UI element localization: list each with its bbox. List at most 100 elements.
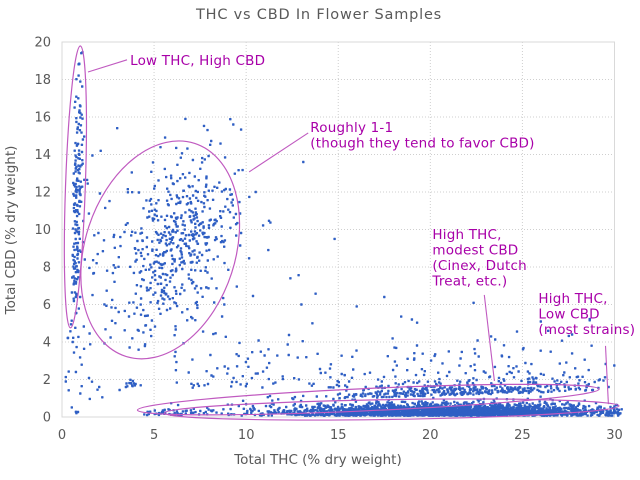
data-point <box>169 174 173 177</box>
data-point <box>473 413 477 416</box>
data-point <box>251 404 255 408</box>
data-point <box>77 233 81 236</box>
data-point <box>78 237 81 240</box>
data-point <box>199 269 202 272</box>
data-point <box>143 257 146 261</box>
data-point <box>604 413 607 416</box>
data-point <box>247 257 251 260</box>
data-point <box>77 307 80 310</box>
data-point <box>376 396 379 399</box>
data-point <box>472 393 475 396</box>
data-point <box>295 407 298 411</box>
data-point <box>222 408 225 411</box>
data-point <box>72 299 76 303</box>
data-point <box>254 190 257 194</box>
data-point <box>456 401 459 405</box>
data-point <box>128 346 131 349</box>
data-point <box>205 370 208 373</box>
data-point <box>151 161 155 164</box>
data-point <box>433 354 436 358</box>
y-tick-label: 8 <box>43 261 51 276</box>
data-point <box>396 406 399 410</box>
data-point <box>313 405 316 409</box>
data-point <box>77 74 80 77</box>
data-point <box>194 319 197 322</box>
data-point <box>494 388 497 391</box>
data-point <box>174 369 178 372</box>
data-point <box>163 298 166 301</box>
data-point <box>192 280 195 284</box>
data-point <box>505 372 509 376</box>
data-point <box>193 287 197 290</box>
data-point <box>77 152 81 156</box>
data-point <box>196 382 199 385</box>
data-point <box>530 387 533 391</box>
data-point <box>213 238 217 242</box>
data-point <box>584 388 588 392</box>
data-point <box>108 199 111 203</box>
data-point <box>85 178 89 182</box>
data-point <box>186 308 189 311</box>
data-point <box>150 209 154 212</box>
data-point <box>510 371 513 375</box>
data-point <box>77 270 80 274</box>
data-point <box>83 178 86 181</box>
data-point <box>533 404 536 407</box>
data-point <box>535 377 538 380</box>
data-point <box>241 399 245 402</box>
data-point <box>219 142 222 145</box>
data-point <box>368 371 372 374</box>
data-point <box>369 414 373 417</box>
data-point <box>241 168 244 172</box>
data-point <box>159 276 162 279</box>
data-point <box>378 404 381 407</box>
data-point <box>231 204 234 207</box>
data-point <box>207 408 210 411</box>
data-point <box>223 239 227 242</box>
data-point <box>481 386 485 389</box>
data-point <box>116 127 119 130</box>
data-point <box>446 388 449 391</box>
data-point <box>450 413 454 417</box>
data-point <box>268 361 271 365</box>
data-point <box>563 403 566 406</box>
data-point <box>456 379 459 382</box>
data-point <box>204 266 207 269</box>
data-point <box>227 268 230 271</box>
data-point <box>310 384 314 387</box>
data-point <box>196 242 199 245</box>
data-point <box>587 382 590 386</box>
data-point <box>473 352 477 355</box>
data-point <box>216 255 219 258</box>
data-point <box>574 388 577 391</box>
data-point <box>343 374 346 377</box>
data-point <box>169 276 172 279</box>
data-point <box>98 385 101 389</box>
data-point <box>463 388 466 392</box>
data-point <box>399 414 402 417</box>
data-point <box>163 218 167 222</box>
data-point <box>314 292 317 295</box>
data-point <box>391 405 394 408</box>
y-tick-label: 20 <box>34 36 51 51</box>
data-point <box>477 414 480 417</box>
y-tick-label: 0 <box>43 411 51 426</box>
data-point <box>145 245 148 249</box>
data-point <box>355 305 358 308</box>
data-point <box>105 304 108 307</box>
data-point <box>576 375 580 378</box>
data-point <box>197 179 200 182</box>
data-point <box>181 223 184 226</box>
data-point <box>455 409 458 412</box>
data-point <box>160 290 164 294</box>
data-point <box>376 405 379 409</box>
data-point <box>75 265 78 268</box>
data-point <box>110 306 113 309</box>
data-point <box>368 407 371 410</box>
data-point <box>497 380 500 383</box>
data-point <box>165 308 169 312</box>
data-point <box>74 141 77 145</box>
data-point <box>193 230 197 233</box>
data-point <box>175 360 178 364</box>
data-point <box>200 253 204 257</box>
